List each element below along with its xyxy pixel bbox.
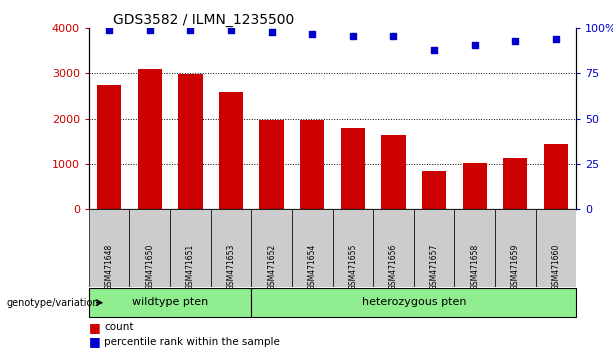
Text: GSM471658: GSM471658 — [470, 244, 479, 290]
Text: GSM471659: GSM471659 — [511, 244, 520, 290]
Point — [511, 38, 520, 44]
Text: GSM471653: GSM471653 — [227, 244, 235, 290]
Point — [267, 29, 276, 35]
FancyBboxPatch shape — [373, 209, 414, 287]
Bar — [503, 158, 527, 209]
Point — [186, 27, 196, 33]
Text: heterozygous pten: heterozygous pten — [362, 297, 466, 307]
Point — [104, 27, 114, 33]
Text: GSM471648: GSM471648 — [105, 244, 113, 290]
Bar — [137, 69, 162, 209]
FancyBboxPatch shape — [129, 209, 170, 287]
Bar — [462, 163, 487, 209]
FancyBboxPatch shape — [454, 209, 495, 287]
FancyBboxPatch shape — [414, 209, 454, 287]
Text: GSM471652: GSM471652 — [267, 244, 276, 290]
FancyBboxPatch shape — [89, 288, 251, 317]
Text: GSM471660: GSM471660 — [552, 244, 560, 290]
Point — [226, 27, 236, 33]
Text: percentile rank within the sample: percentile rank within the sample — [104, 337, 280, 347]
Bar — [178, 74, 202, 209]
Text: GSM471650: GSM471650 — [145, 244, 154, 290]
Text: wildtype pten: wildtype pten — [132, 297, 208, 307]
FancyBboxPatch shape — [536, 209, 576, 287]
FancyBboxPatch shape — [211, 209, 251, 287]
Point — [551, 36, 561, 42]
Bar — [381, 135, 406, 209]
FancyBboxPatch shape — [332, 209, 373, 287]
Text: ■: ■ — [89, 321, 101, 334]
Text: GSM471654: GSM471654 — [308, 244, 317, 290]
FancyBboxPatch shape — [251, 209, 292, 287]
Text: GDS3582 / ILMN_1235500: GDS3582 / ILMN_1235500 — [113, 13, 294, 27]
Bar — [341, 128, 365, 209]
Point — [348, 33, 358, 38]
Text: count: count — [104, 322, 134, 332]
Point — [145, 27, 154, 33]
Bar — [422, 171, 446, 209]
FancyBboxPatch shape — [170, 209, 211, 287]
Text: GSM471655: GSM471655 — [348, 244, 357, 290]
Point — [389, 33, 398, 38]
FancyBboxPatch shape — [292, 209, 332, 287]
FancyBboxPatch shape — [495, 209, 536, 287]
Bar — [97, 85, 121, 209]
Text: genotype/variation: genotype/variation — [6, 298, 99, 308]
Bar — [219, 92, 243, 209]
Point — [307, 31, 317, 36]
Text: ■: ■ — [89, 335, 101, 348]
FancyBboxPatch shape — [251, 288, 576, 317]
Text: GSM471656: GSM471656 — [389, 244, 398, 290]
FancyBboxPatch shape — [89, 209, 129, 287]
Point — [429, 47, 439, 53]
Bar — [300, 120, 324, 209]
Text: GSM471651: GSM471651 — [186, 244, 195, 290]
Point — [470, 42, 479, 47]
Text: GSM471657: GSM471657 — [430, 244, 438, 290]
Bar — [259, 120, 284, 209]
Bar — [544, 144, 568, 209]
